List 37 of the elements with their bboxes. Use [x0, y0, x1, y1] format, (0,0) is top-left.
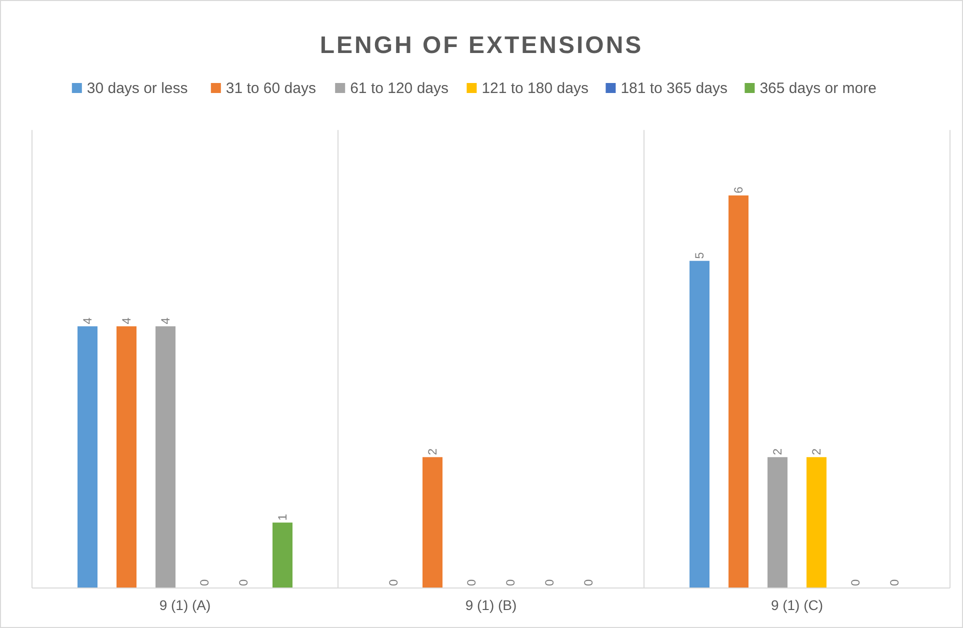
- legend-label: 61 to 120 days: [350, 80, 449, 97]
- legend-label: 181 to 365 days: [620, 80, 728, 97]
- data-label: 0: [464, 579, 478, 586]
- x-tick-label: 9 (1) (A): [159, 597, 211, 613]
- data-label: 6: [732, 186, 746, 194]
- data-label: 0: [888, 579, 902, 586]
- bar: [422, 457, 442, 588]
- bar: [690, 260, 710, 588]
- data-label: 0: [504, 579, 518, 586]
- bar: [272, 522, 292, 588]
- bar: [728, 195, 748, 588]
- data-label: 4: [120, 317, 134, 324]
- bar: [806, 457, 826, 588]
- bar: [116, 326, 136, 588]
- data-label: 2: [770, 448, 784, 456]
- data-label: 2: [426, 448, 440, 456]
- data-label: 4: [158, 317, 172, 324]
- data-label: 4: [80, 317, 94, 324]
- data-label: 0: [386, 579, 400, 586]
- data-label: 0: [848, 579, 862, 586]
- chart-title: LENGH OF EXTENSIONS: [320, 32, 644, 59]
- data-label: 0: [582, 579, 596, 586]
- data-label: 0: [198, 579, 212, 586]
- legend-label: 365 days or more: [760, 80, 876, 97]
- data-label: 2: [810, 448, 824, 456]
- x-tick-label: 9 (1) (B): [465, 597, 517, 613]
- data-label: 0: [236, 579, 250, 586]
- legend-label: 121 to 180 days: [482, 80, 588, 97]
- data-label: 0: [542, 579, 556, 586]
- legend-label: 31 to 60 days: [226, 80, 316, 97]
- data-label: 1: [276, 514, 290, 521]
- x-tick-label: 9 (1) (C): [770, 597, 824, 613]
- data-label: 5: [692, 252, 706, 259]
- bar: [78, 326, 98, 588]
- legend-label: 30 days or less: [86, 80, 188, 97]
- bar: [156, 326, 176, 588]
- bar: [768, 457, 788, 588]
